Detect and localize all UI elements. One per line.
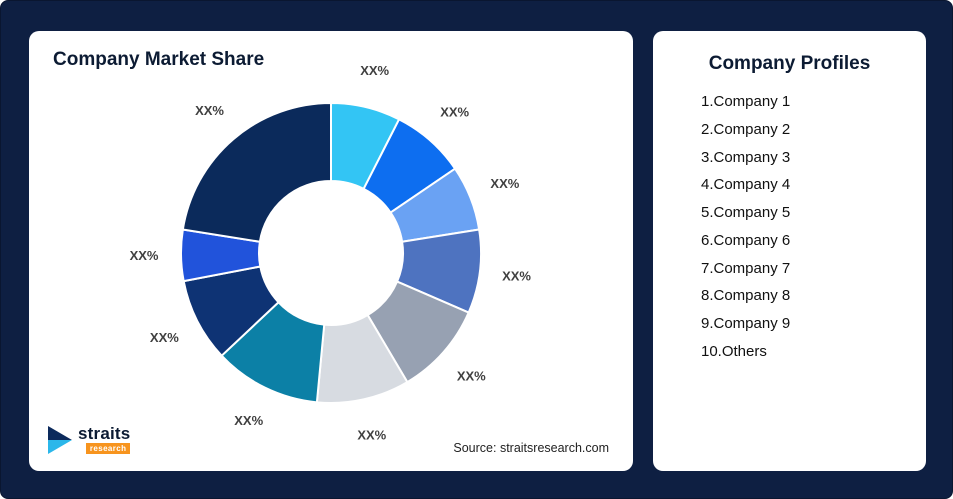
company-list-item: 10.Others [701, 342, 767, 360]
company-list-item: 4.Company 4 [701, 176, 791, 194]
donut-slice-label: XX% [130, 248, 159, 263]
logo-text: straits research [78, 424, 131, 454]
company-list-item: 2.Company 2 [701, 120, 791, 138]
donut-slice-label: XX% [150, 330, 179, 345]
logo-sub-name: research [85, 443, 131, 454]
straits-research-logo: straits research [47, 424, 131, 455]
company-list-item: 7.Company 7 [701, 259, 791, 277]
donut-slice-label: XX% [490, 176, 519, 191]
donut-slice-label: XX% [234, 413, 263, 428]
market-share-donut-chart: XX% XX% XX% XX% XX% XX% XX% XX% XX% XX% [130, 63, 532, 442]
company-list-item: 9.Company 9 [701, 315, 791, 332]
donut-slice-label: XX% [360, 63, 389, 78]
source-attribution: Source: straitsresearch.com [453, 441, 609, 455]
straits-logo-icon [48, 426, 72, 454]
donut-slice-label: XX% [195, 103, 224, 118]
profiles-title: Company Profiles [708, 53, 871, 74]
logo-brand-name: straits [78, 424, 131, 443]
donut-slice-label: XX% [440, 105, 469, 120]
company-profiles-list: 1.Company 1 2.Company 2 3.Company 3 4.Compa… [701, 93, 926, 362]
company-list-item: 6.Company 6 [701, 231, 791, 249]
company-list-item: 3.Company 3 [701, 148, 791, 166]
company-list-item: 8.Company 8 [701, 287, 791, 305]
donut-slice-label: XX% [502, 268, 531, 283]
donut-slice-label: XX% [357, 427, 386, 442]
chart-title: Company Market Share [53, 49, 265, 70]
market-share-card: Company Market Share XX% XX% XX% XX% XX% XX% X… [29, 31, 633, 471]
company-profiles-card: Company Profiles 1.Company 1 2.Company 2 3… [653, 31, 926, 471]
company-list-item: 5.Company 5 [701, 204, 791, 221]
donut-slice-others [181, 102, 332, 243]
company-list-item: 1.Company 1 [701, 93, 791, 110]
donut-slice-label: XX% [457, 369, 486, 384]
